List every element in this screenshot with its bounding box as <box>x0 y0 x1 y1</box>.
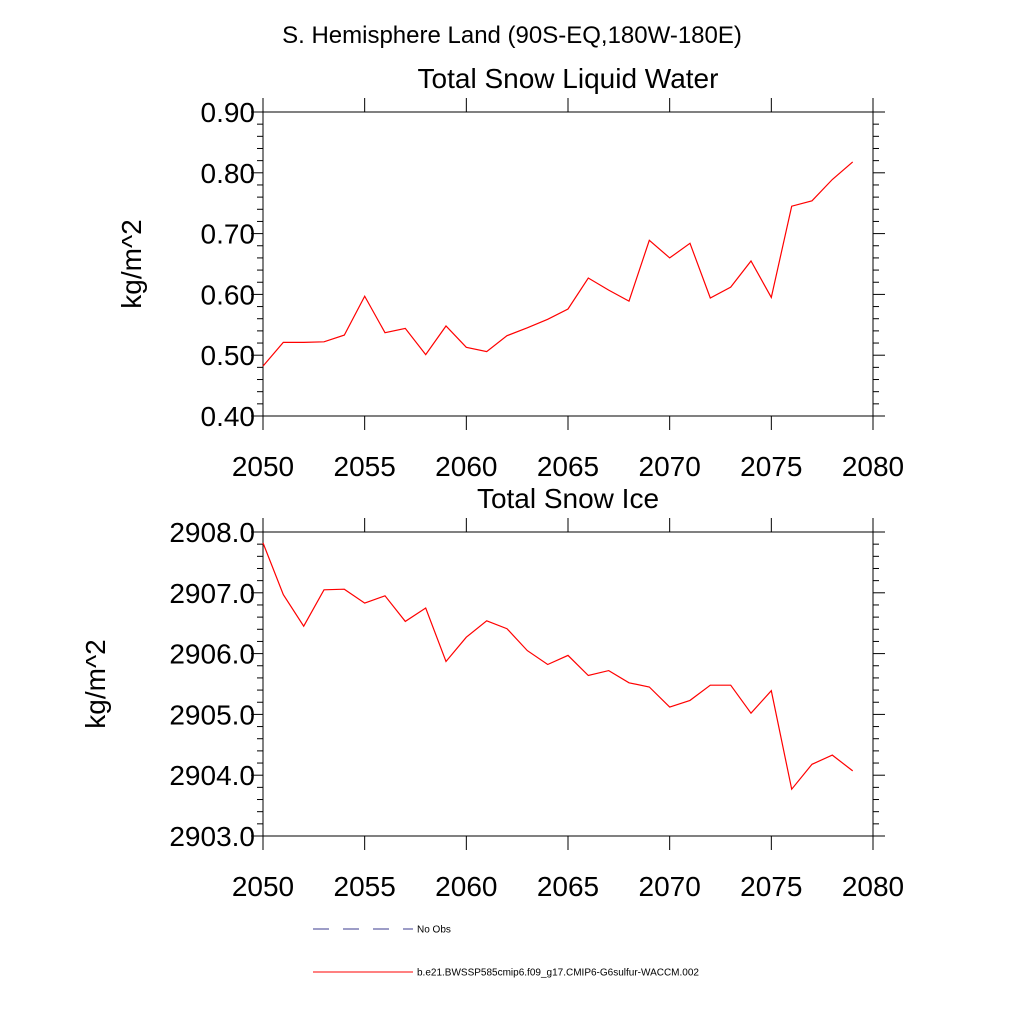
y-tick-label: 0.40 <box>201 401 256 432</box>
x-tick-label: 2065 <box>537 871 599 902</box>
x-tick-label: 2060 <box>435 871 497 902</box>
y-tick-label: 0.90 <box>201 97 256 128</box>
y-tick-label: 0.50 <box>201 340 256 371</box>
x-tick-label: 2065 <box>537 451 599 482</box>
x-tick-label: 2060 <box>435 451 497 482</box>
x-tick-label: 2055 <box>334 451 396 482</box>
x-tick-label: 2070 <box>639 451 701 482</box>
x-tick-label: 2080 <box>842 451 904 482</box>
y-tick-label: 2906.0 <box>169 639 255 670</box>
x-tick-label: 2080 <box>842 871 904 902</box>
y-tick-label: 2908.0 <box>169 517 255 548</box>
y-tick-label: 0.70 <box>201 219 256 250</box>
x-tick-label: 2055 <box>334 871 396 902</box>
x-tick-label: 2075 <box>740 451 802 482</box>
y-axis: 0.40 0.50 0.60 0.70 0.80 0.90 <box>201 97 885 432</box>
x-tick-label: 2075 <box>740 871 802 902</box>
series-line-1 <box>262 542 854 791</box>
series-line-1 <box>262 161 854 367</box>
chart-title: Total Snow Liquid Water <box>418 63 719 94</box>
y-axis-label: kg/m^2 <box>116 219 147 308</box>
x-tick-label: 2050 <box>232 451 294 482</box>
legend-label: b.e21.BWSSP585cmip6.f09_g17.CMIP6-G6sulf… <box>417 968 699 979</box>
y-tick-label: 2907.0 <box>169 578 255 609</box>
plot-frame <box>262 111 874 417</box>
y-axis-label: kg/m^2 <box>80 639 111 728</box>
chart-title: Total Snow Ice <box>477 483 659 514</box>
x-axis: 2050 2055 2060 2065 2070 2075 2080 <box>232 518 904 902</box>
y-axis: 2903.0 2904.0 2905.0 2906.0 2907.0 2908.0 <box>169 517 885 852</box>
y-tick-label: 2904.0 <box>169 760 255 791</box>
x-axis: 2050 2055 2060 2065 2070 2075 2080 <box>232 98 904 482</box>
x-tick-label: 2070 <box>639 871 701 902</box>
y-tick-label: 2905.0 <box>169 699 255 730</box>
x-tick-label: 2050 <box>232 871 294 902</box>
y-tick-label: 0.80 <box>201 158 256 189</box>
legend: No Obs b.e21.BWSSP585cmip6.f09_g17.CMIP6-… <box>313 925 699 979</box>
legend-label: No Obs <box>417 925 451 936</box>
legend-item-2: b.e21.BWSSP585cmip6.f09_g17.CMIP6-G6sulf… <box>313 968 699 979</box>
y-tick-label: 0.60 <box>201 279 256 310</box>
plot-frame <box>262 531 874 837</box>
y-tick-label: 2903.0 <box>169 821 255 852</box>
legend-item-1: No Obs <box>313 925 451 936</box>
page-title: S. Hemisphere Land (90S-EQ,180W-180E) <box>282 22 742 49</box>
